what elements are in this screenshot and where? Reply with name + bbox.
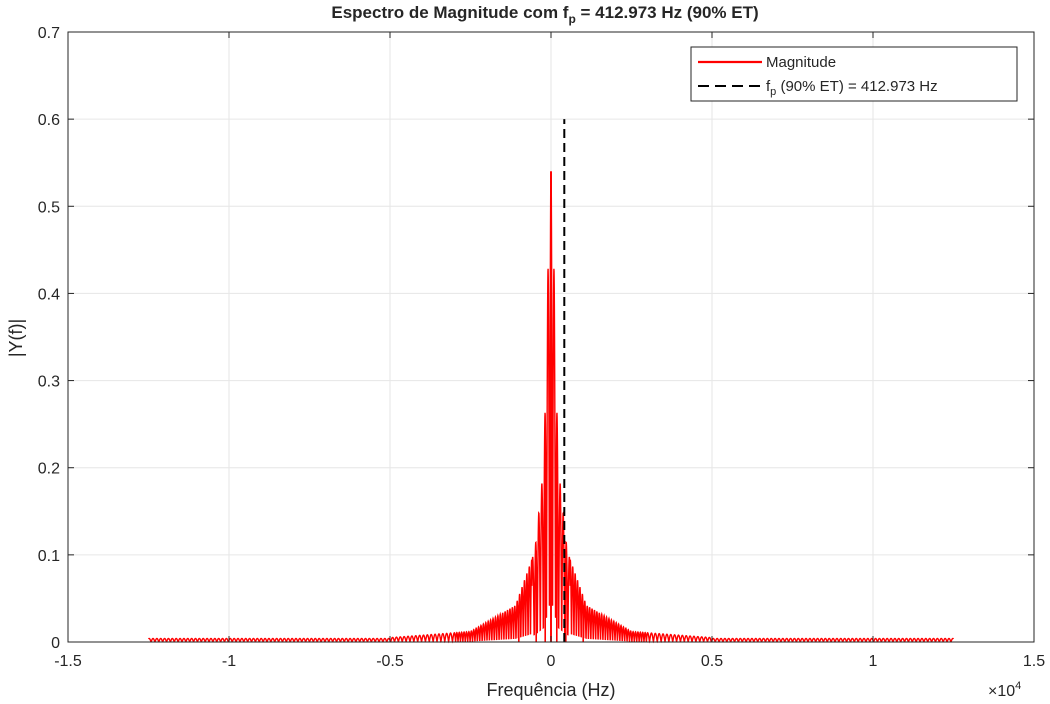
- x-axis-label: Frequência (Hz): [486, 680, 615, 700]
- y-tick-label: 0.2: [38, 461, 60, 478]
- legend-fp-subscript: p: [770, 86, 776, 98]
- legend: Magnitude fp (90% ET) = 412.973 Hz: [690, 46, 1018, 102]
- y-tick-label: 0.7: [38, 25, 60, 42]
- ticks: -1.5 -1 -0.5 0 0.5 1 1.5 0 0.1 0.2 0.3 0.4 0.5 0.6 0.7: [38, 25, 1045, 670]
- plot-area: [147, 119, 955, 644]
- y-tick-label: 0.6: [38, 112, 60, 129]
- chart-title: Espectro de Magnitude com fp = 412.973 H…: [331, 3, 758, 26]
- x-tick-label: 0: [547, 653, 556, 670]
- x-tick-label: 0.5: [701, 653, 723, 670]
- legend-fp-rest: (90% ET) = 412.973 Hz: [776, 78, 937, 95]
- y-tick-label: 0.3: [38, 374, 60, 391]
- y-tick-label: 0.1: [38, 548, 60, 565]
- y-tick-label: 0: [51, 635, 60, 652]
- legend-box: [690, 46, 1018, 102]
- x-tick-label: 1: [869, 653, 878, 670]
- x-tick-label: -0.5: [376, 653, 404, 670]
- title-subscript: p: [568, 12, 575, 26]
- title-rest: = 412.973 Hz (90% ET): [576, 3, 759, 22]
- x-multiplier-exponent: 4: [1015, 680, 1021, 692]
- x-axis-multiplier: ×104: [988, 680, 1021, 700]
- legend-fp-main: f: [766, 78, 771, 95]
- y-tick-label: 0.4: [38, 286, 60, 303]
- y-axis-label: |Y(f)|: [6, 319, 26, 357]
- x-tick-label: -1: [222, 653, 236, 670]
- x-tick-label: 1.5: [1023, 653, 1045, 670]
- legend-magnitude-label: Magnitude: [766, 54, 836, 71]
- title-main: Espectro de Magnitude com f: [331, 3, 568, 22]
- x-tick-label: -1.5: [54, 653, 82, 670]
- legend-fp-label: fp (90% ET) = 412.973 Hz: [766, 78, 938, 98]
- y-tick-label: 0.5: [38, 199, 60, 216]
- x-multiplier-base: ×10: [988, 683, 1015, 700]
